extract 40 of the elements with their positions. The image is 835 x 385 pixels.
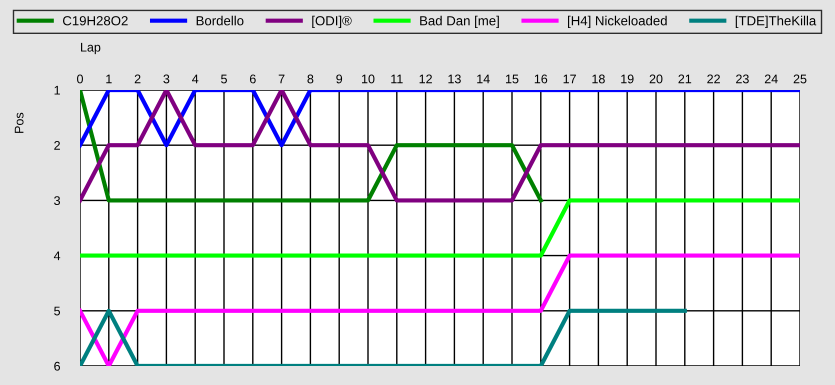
x-tick-label: 15 bbox=[506, 74, 518, 84]
y-tick-label: 1 bbox=[54, 86, 60, 95]
y-tick-label: 4 bbox=[54, 252, 60, 260]
x-tick-label: 1 bbox=[106, 74, 112, 84]
x-tick-label: 20 bbox=[650, 74, 662, 84]
x-tick-label: 7 bbox=[278, 74, 284, 84]
x-tick-label: 4 bbox=[192, 74, 198, 84]
legend-label: C19H28O2 bbox=[62, 16, 128, 26]
x-tick-label: 2 bbox=[134, 74, 140, 84]
legend-label: [H4] Nickeloaded bbox=[568, 16, 667, 28]
legend-label: [TDE]TheKilla bbox=[736, 16, 816, 28]
x-tick-label: 0 bbox=[77, 74, 83, 84]
x-tick-label: 10 bbox=[362, 74, 374, 84]
x-tick-label: 14 bbox=[477, 74, 490, 84]
x-tick-label: 17 bbox=[564, 74, 576, 84]
x-tick-label: 16 bbox=[534, 74, 548, 84]
x-tick-label: 8 bbox=[307, 74, 314, 84]
x-tick-label: 6 bbox=[250, 74, 256, 84]
y-tick-label: 5 bbox=[54, 306, 60, 316]
y-axis-title: Pos bbox=[14, 112, 24, 133]
y-tick-label: 3 bbox=[54, 196, 60, 206]
x-tick-label: 22 bbox=[707, 74, 720, 84]
y-tick-label: 6 bbox=[54, 362, 60, 371]
x-tick-label: 13 bbox=[448, 74, 461, 84]
y-tick-label: 2 bbox=[54, 141, 60, 150]
x-tick-label: 21 bbox=[678, 74, 692, 84]
x-tick-label: 3 bbox=[163, 74, 170, 84]
legend-label: [ODI]® bbox=[312, 16, 352, 28]
x-tick-label: 9 bbox=[336, 74, 342, 84]
legend-label: Bordello bbox=[196, 16, 244, 26]
x-tick-label: 18 bbox=[592, 74, 605, 84]
x-tick-label: 25 bbox=[794, 74, 806, 84]
x-axis-title: Lap bbox=[81, 42, 100, 54]
x-tick-label: 12 bbox=[420, 74, 432, 84]
x-tick-label: 11 bbox=[391, 74, 403, 84]
x-tick-label: 23 bbox=[736, 74, 749, 84]
x-tick-label: 24 bbox=[764, 74, 778, 84]
x-tick-label: 19 bbox=[621, 74, 634, 84]
x-tick-label: 5 bbox=[221, 74, 227, 84]
legend-label: Bad Dan [me] bbox=[420, 16, 499, 28]
